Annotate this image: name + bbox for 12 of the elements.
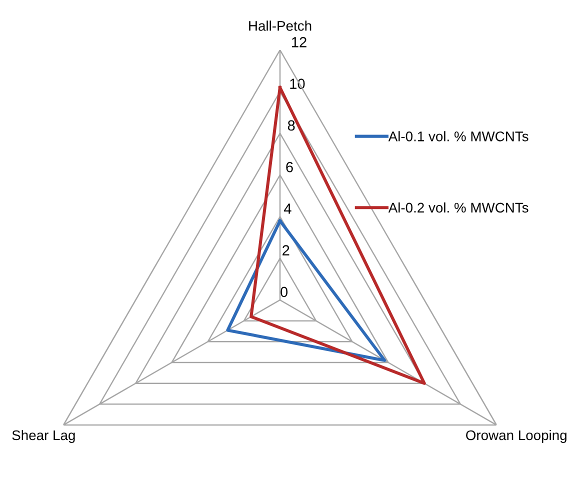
legend-label: Al-0.2 vol. % MWCNTs	[388, 202, 528, 213]
spoke-label: Shear Lag	[12, 430, 75, 443]
y-tick-label: 0	[280, 286, 288, 298]
legend-label: Al-0.1 vol. % MWCNTs	[388, 131, 528, 142]
y-tick-label: 6	[286, 162, 293, 172]
y-tick-label: 8	[288, 120, 295, 131]
y-tick-label: 10	[290, 78, 305, 89]
spoke-label: Hall-Petch	[249, 20, 312, 31]
spoke-label: Orowan Looping	[466, 430, 566, 443]
y-tick-label: 12	[292, 37, 306, 48]
y-tick-label: 4	[284, 204, 292, 214]
y-tick-label: 2	[282, 245, 290, 256]
